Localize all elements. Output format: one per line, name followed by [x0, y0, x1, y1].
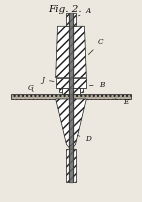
Text: Fig. 2.: Fig. 2. [49, 5, 82, 14]
Polygon shape [11, 94, 131, 99]
Text: G: G [28, 84, 33, 92]
Text: A: A [78, 7, 90, 16]
Polygon shape [56, 26, 86, 78]
Text: J: J [41, 76, 54, 84]
Polygon shape [56, 78, 86, 88]
Polygon shape [66, 149, 76, 182]
Polygon shape [80, 88, 83, 92]
Polygon shape [62, 88, 80, 94]
Polygon shape [59, 88, 62, 92]
Polygon shape [56, 99, 86, 149]
Text: C: C [88, 38, 104, 55]
Text: B: B [89, 81, 104, 89]
Text: E: E [115, 98, 128, 106]
Polygon shape [66, 13, 76, 26]
Text: D: D [77, 135, 91, 143]
